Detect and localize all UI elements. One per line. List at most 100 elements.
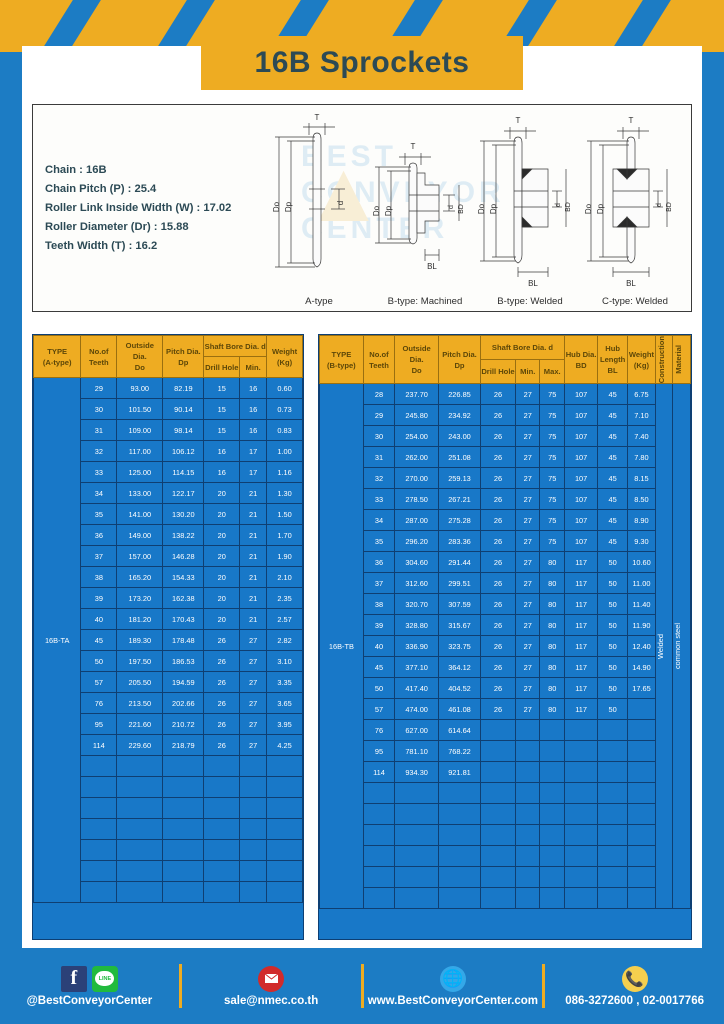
cell — [438, 803, 481, 826]
cell: 921.81 — [438, 761, 481, 784]
cell — [514, 719, 541, 742]
cell: 221.60 — [116, 713, 164, 735]
th-pitch-label: Pitch Dia. — [166, 346, 201, 356]
cell: 245.80 — [394, 404, 439, 427]
cell: 27 — [514, 446, 541, 469]
cell: 75 — [539, 467, 565, 490]
cell — [116, 839, 164, 861]
th-hub-dia: Hub Dia. BD — [563, 334, 599, 385]
th-weight-b-label: Weight — [628, 349, 655, 359]
table-row: 57 474.00 461.08 26 27 80 117 50 — [320, 698, 691, 721]
cell: 80 — [539, 677, 565, 700]
cell: 11.90 — [626, 614, 656, 637]
th-teeth-b-label: No.of — [369, 349, 389, 359]
cell: 107 — [563, 530, 599, 553]
cell: 26 — [480, 698, 516, 721]
cell: 154.33 — [162, 566, 205, 588]
svg-text:T: T — [516, 116, 521, 125]
cell — [266, 755, 303, 777]
figure-a-type: T Do Dp d A-type — [265, 111, 373, 307]
th-outside-b-sub2: Do — [411, 366, 422, 376]
cell: 27 — [239, 671, 268, 693]
table-row: 95 781.10 768.22 — [320, 740, 691, 763]
cell: 75 — [539, 404, 565, 427]
cell: 33 — [80, 461, 118, 483]
footer-email-label: sale@nmec.co.th — [223, 994, 319, 1007]
cell — [480, 719, 516, 742]
cell: 75 — [539, 446, 565, 469]
cell: 15 — [203, 419, 241, 441]
th-outside-sub1: Dia. — [132, 352, 147, 361]
table-row: 39 173.20 162.38 20 21 2.35 — [34, 587, 303, 609]
cell — [239, 797, 268, 819]
facebook-icon[interactable]: f — [60, 965, 87, 992]
table-row: 57 205.50 194.59 26 27 3.35 — [34, 671, 303, 693]
th-bore-max-b: Max. — [539, 359, 565, 385]
cell: 26 — [203, 671, 241, 693]
svg-text:Dp: Dp — [384, 205, 393, 216]
cell: 133.00 — [116, 482, 164, 504]
footer-social[interactable]: f LINE @BestConveyorCenter — [0, 965, 179, 1007]
line-icon[interactable]: LINE — [91, 965, 118, 992]
footer-phone[interactable]: 📞 086-3272600 , 02-0017766 — [545, 965, 724, 1007]
cell: 194.59 — [162, 671, 205, 693]
cell: 93.00 — [116, 377, 164, 399]
cell: 299.51 — [438, 572, 481, 595]
page-title-text: 16B Sprockets — [254, 46, 470, 79]
cell: 146.28 — [162, 545, 205, 567]
cell: 287.00 — [394, 509, 439, 532]
table-b-body: 16B-TB 28 237.70 226.85 26 27 75 107 45 6.75 Welde… — [319, 383, 691, 910]
footer-divider-1 — [178, 964, 182, 1008]
page-title: 16B Sprockets — [201, 36, 523, 90]
sprocket-diagrams: ▲ BEST CONVEYOR CENTER — [261, 111, 686, 307]
cell: 21 — [239, 503, 268, 525]
cell: 117 — [563, 551, 599, 574]
cell: 36 — [362, 551, 396, 574]
cell: 251.08 — [438, 446, 481, 469]
cell: 26 — [480, 404, 516, 427]
cell: 33 — [362, 488, 396, 511]
cell: 38 — [362, 593, 396, 616]
cell — [626, 698, 656, 721]
cell: 20 — [203, 545, 241, 567]
footer-website[interactable]: 🌐 www.BestConveyorCenter.com — [364, 965, 543, 1007]
th-material-label: Material — [674, 345, 684, 374]
spec-line-roller-diameter: Roller Diameter (Dr) : 15.88 — [45, 221, 189, 233]
cell — [480, 866, 516, 889]
cell: 45 — [597, 425, 628, 448]
cell: 130.20 — [162, 503, 205, 525]
cell: 8.50 — [626, 488, 656, 511]
cell: 80 — [539, 572, 565, 595]
cell: 26 — [480, 551, 516, 574]
email-icon[interactable] — [258, 965, 285, 992]
cell: 75 — [539, 383, 565, 406]
cell: 21 — [239, 608, 268, 630]
cell — [539, 782, 565, 805]
phone-icon[interactable]: 📞 — [621, 965, 648, 992]
footer-email[interactable]: sale@nmec.co.th — [182, 965, 361, 1007]
footer-divider-3 — [542, 964, 546, 1008]
table-row: 16B-TB 28 237.70 226.85 26 27 75 107 45 6.75 Welde… — [319, 383, 691, 910]
cell: 20 — [203, 587, 241, 609]
cell: 27 — [514, 404, 541, 427]
cell: 17 — [239, 461, 268, 483]
cell: 16 — [239, 377, 268, 399]
cell: 2.57 — [266, 608, 303, 630]
cell: 125.00 — [116, 461, 164, 483]
th-outside-b-label: Outside — [402, 344, 431, 354]
cell: 80 — [539, 551, 565, 574]
cell: 20 — [203, 503, 241, 525]
th-hub-length: Hub Length BL — [597, 334, 628, 385]
globe-icon[interactable]: 🌐 — [439, 965, 466, 992]
cell: 11.00 — [626, 572, 656, 595]
footer-website-label: www.BestConveyorCenter.com — [367, 994, 538, 1007]
svg-text:BL: BL — [528, 279, 538, 288]
cell: 30 — [80, 398, 118, 420]
table-row: 39 328.80 315.67 26 27 80 117 50 11.90 — [320, 614, 691, 637]
cell — [438, 845, 481, 868]
cell: 7.10 — [626, 404, 656, 427]
cell — [626, 824, 656, 847]
cell: 50 — [80, 650, 118, 672]
cell — [480, 782, 516, 805]
table-row: 16B-TA 29 93.00 82.19 15 16 0.60 — [32, 377, 303, 903]
